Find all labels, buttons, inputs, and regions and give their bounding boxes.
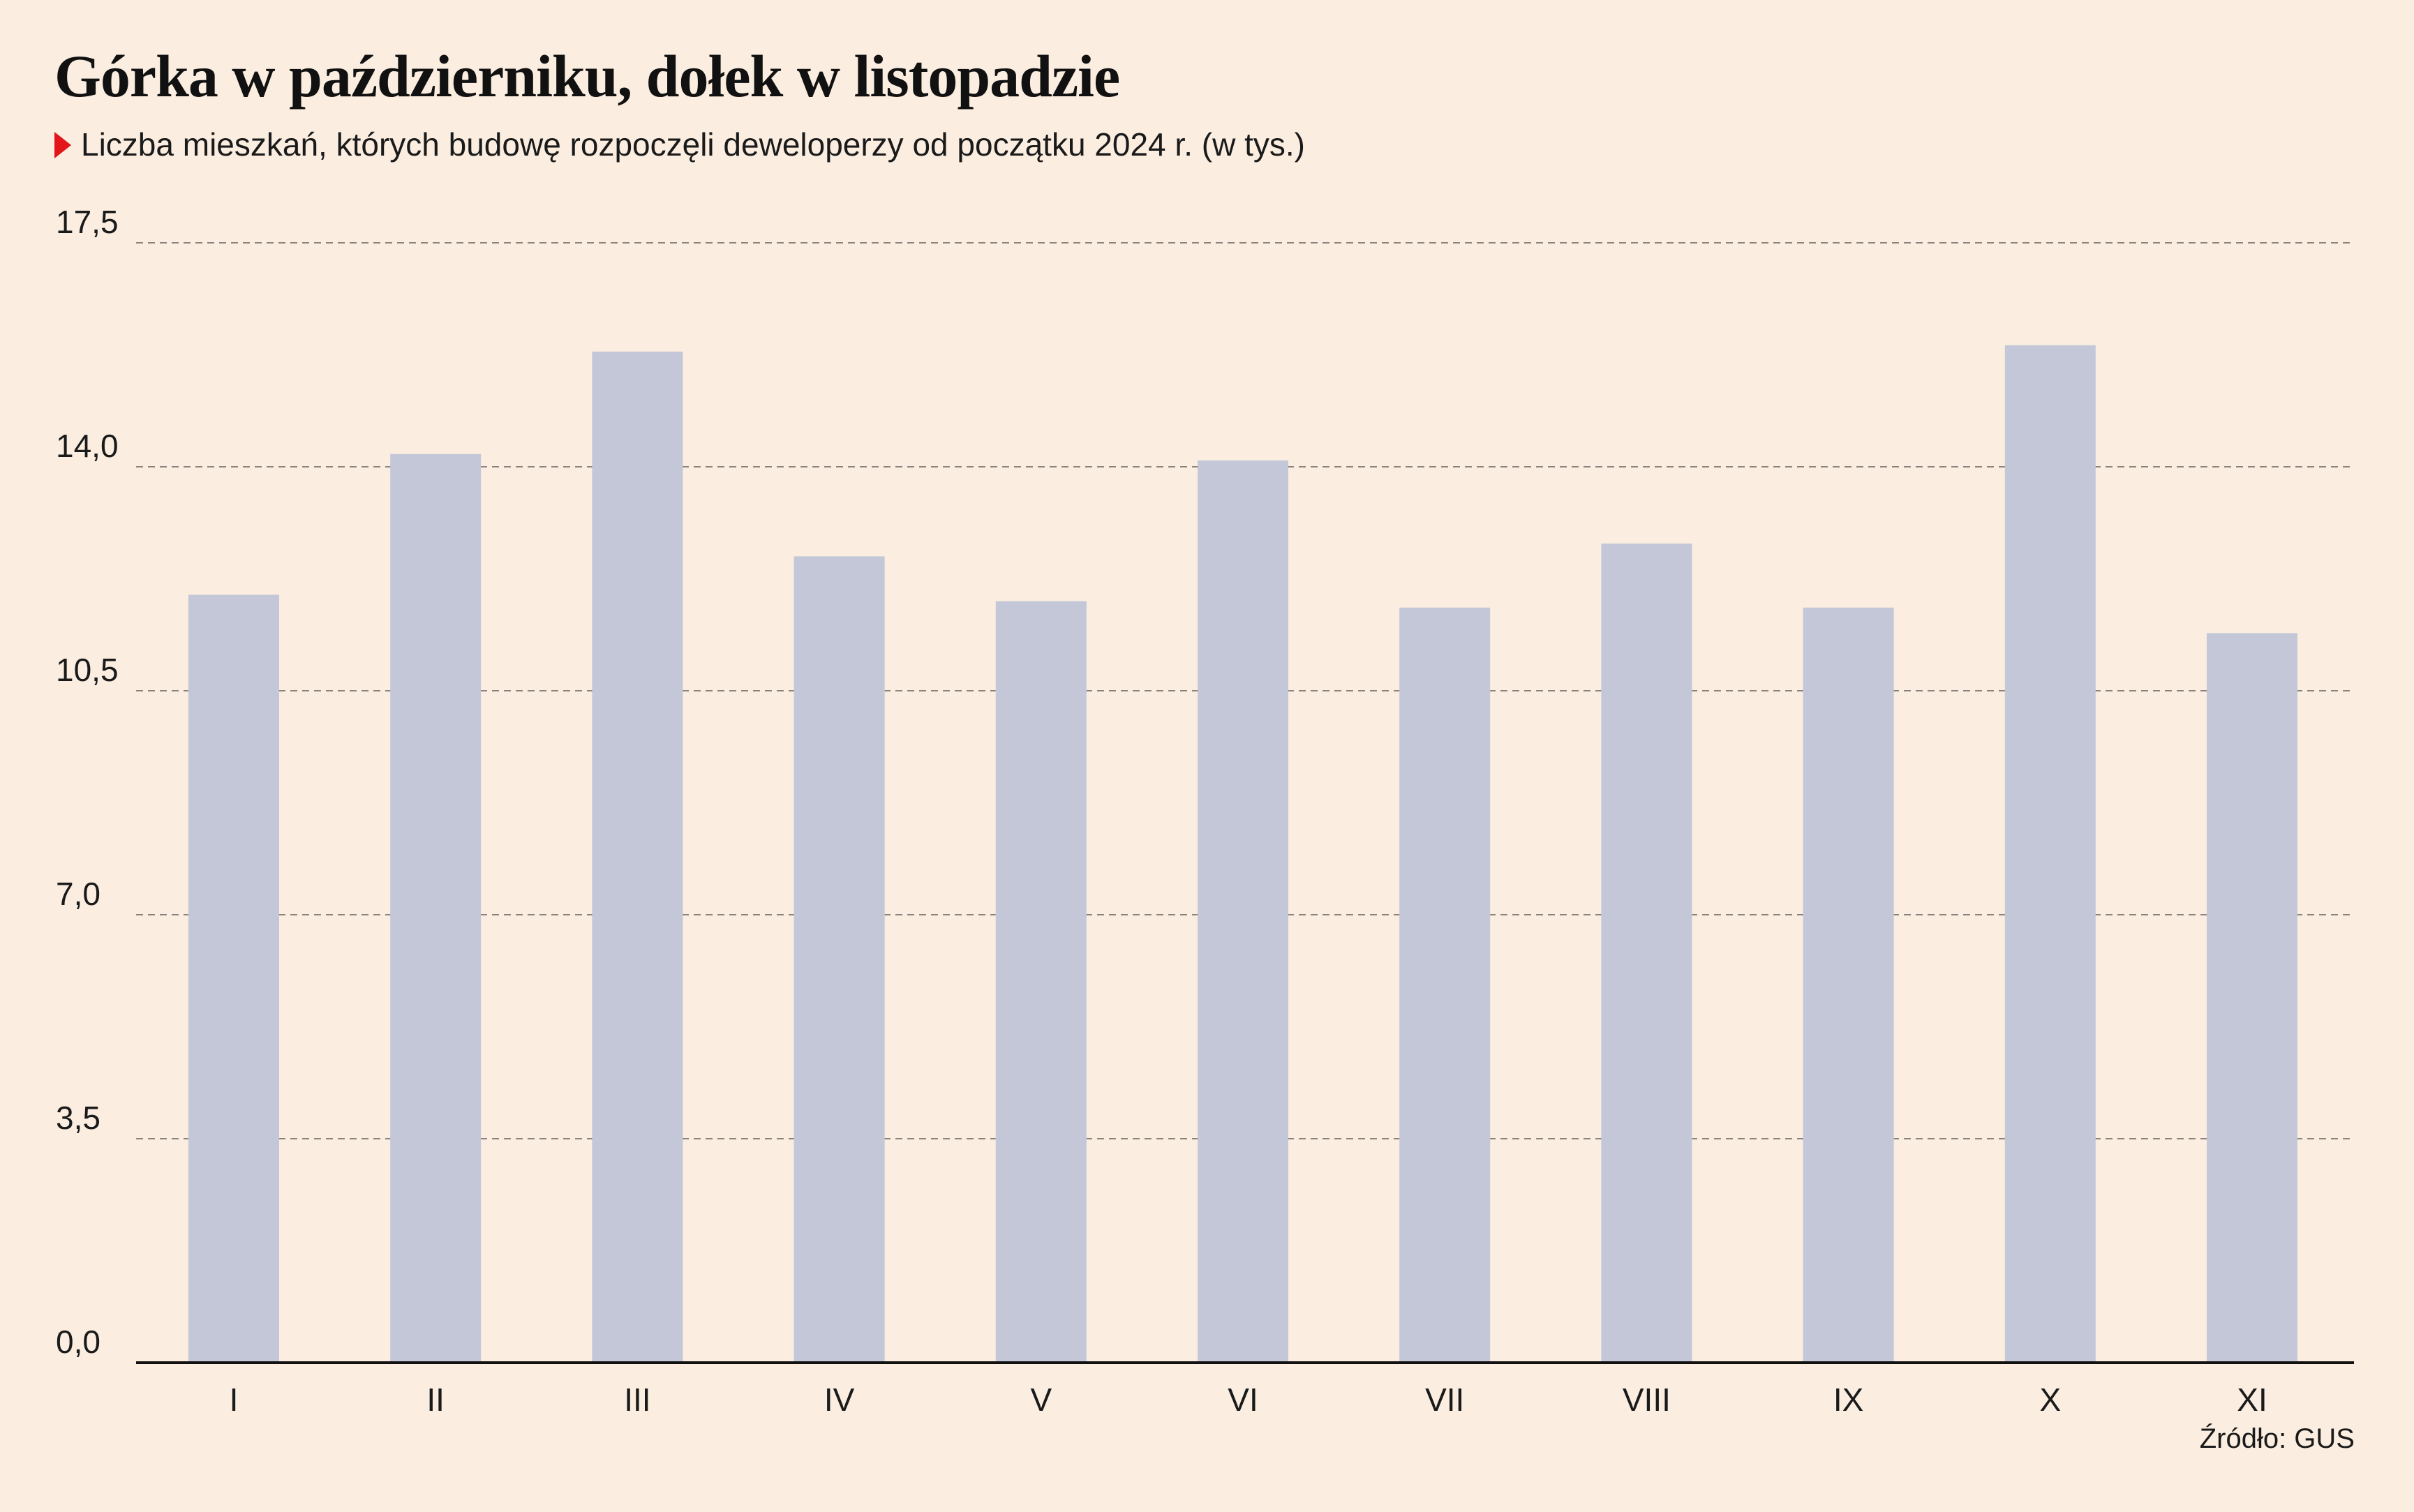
bar-IX [1803, 607, 1894, 1363]
x-tick-label: XI [2237, 1382, 2267, 1418]
y-tick-label: 7,0 [56, 876, 100, 912]
x-tick-label: V [1030, 1382, 1052, 1418]
x-tick-label: II [426, 1382, 445, 1418]
bar-V [995, 601, 1087, 1363]
x-axis-ticks: I II III IV V VI VII VIII IX X XI [230, 1382, 2267, 1418]
red-triangle-icon [54, 131, 71, 158]
bar-VI [1198, 460, 1288, 1363]
x-tick-label: IX [1833, 1382, 1863, 1418]
x-tick-label: IV [824, 1382, 855, 1418]
source-note: Źródło: GUS [2199, 1423, 2355, 1454]
bar-I [188, 594, 279, 1363]
x-tick-label: III [624, 1382, 650, 1418]
bar-III [592, 351, 683, 1363]
y-tick-label: 10,5 [56, 652, 119, 688]
chart-subtitle: Liczba mieszkań, których budowę rozpoczę… [81, 126, 1305, 163]
y-tick-label: 3,5 [56, 1100, 100, 1136]
chart-title: Górka w październiku, dołek w listopadzi… [54, 43, 1120, 110]
bar-X [2004, 345, 2096, 1363]
bar-VIII [1601, 544, 1692, 1363]
x-tick-label: VII [1425, 1382, 1464, 1418]
bar-XI [2207, 633, 2297, 1363]
x-tick-label: VIII [1623, 1382, 1671, 1418]
bar-VII [1399, 607, 1491, 1363]
y-tick-label: 0,0 [56, 1324, 100, 1360]
x-tick-label: VI [1228, 1382, 1258, 1418]
bars [188, 345, 2297, 1363]
x-tick-label: I [230, 1382, 239, 1418]
chart-subtitle-row: Liczba mieszkań, których budowę rozpoczę… [54, 126, 1305, 164]
bar-II [390, 454, 482, 1363]
bar-IV [794, 556, 885, 1363]
y-tick-label: 17,5 [56, 204, 119, 240]
y-tick-label: 14,0 [56, 428, 119, 464]
x-tick-label: X [2039, 1382, 2061, 1418]
y-axis-ticks: 0,0 3,5 7,0 10,5 14,0 17,5 [56, 204, 119, 1360]
